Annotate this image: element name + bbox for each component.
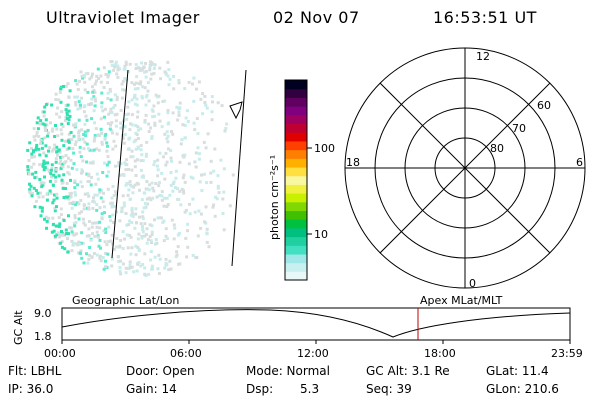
info-gc-alt: GC Alt: 3.1 Re [366,364,450,378]
colorbar-unit-label: photon cm⁻²s⁻¹ [268,155,281,240]
terminator-line-right [231,69,247,267]
alt-plot-right-title: Apex MLat/MLT [420,294,503,307]
alt-x-tick-0600: 06:00 [170,347,202,360]
alt-plot-left-title: Geographic Lat/Lon [72,294,179,307]
alt-x-tick-2359: 23:59 [551,347,583,360]
lat-label-70: 70 [512,122,526,135]
alt-x-tick-1200: 12:00 [297,347,329,360]
colorbar-scale [285,80,307,281]
mlt-label-18: 18 [346,156,360,169]
aurora-speckle-field [26,60,235,277]
alt-x-tick-0000: 00:00 [44,347,76,360]
info-mode: Mode: Normal [246,364,330,378]
spacecraft-marker-icon [229,101,243,120]
time-label: 16:53:51 UT [433,8,537,27]
info-glon: GLon: 210.6 [486,382,559,396]
alt-y-tick-1: 1.8 [34,330,52,343]
terminator-line-left [111,69,129,259]
altitude-curve [61,309,571,338]
mlt-label-12: 12 [476,50,490,63]
info-gain: Gain: 14 [126,382,177,396]
date-label: 02 Nov 07 [273,8,360,27]
info-door: Door: Open [126,364,195,378]
info-seq: Seq: 39 [366,382,412,396]
alt-y-tick-9: 9.0 [34,307,52,320]
info-flt: Flt: LBHL [8,364,62,378]
alt-plot-ylabel: GC Alt [12,310,25,345]
mlt-label-0: 0 [469,277,476,290]
info-glat: GLat: 11.4 [486,364,549,378]
info-dsp-label: Dsp: [246,382,274,396]
mlt-label-6: 6 [576,156,583,169]
alt-x-tick-1800: 18:00 [424,347,456,360]
lat-label-80: 80 [490,142,504,155]
lat-label-60: 60 [537,99,551,112]
colorbar-tick-100: 100 [314,142,335,155]
info-dsp-value: 5.3 [300,382,320,396]
colorbar-tick-10: 10 [314,228,328,241]
instrument-title: Ultraviolet Imager [46,8,200,27]
info-ip: IP: 36.0 [8,382,54,396]
